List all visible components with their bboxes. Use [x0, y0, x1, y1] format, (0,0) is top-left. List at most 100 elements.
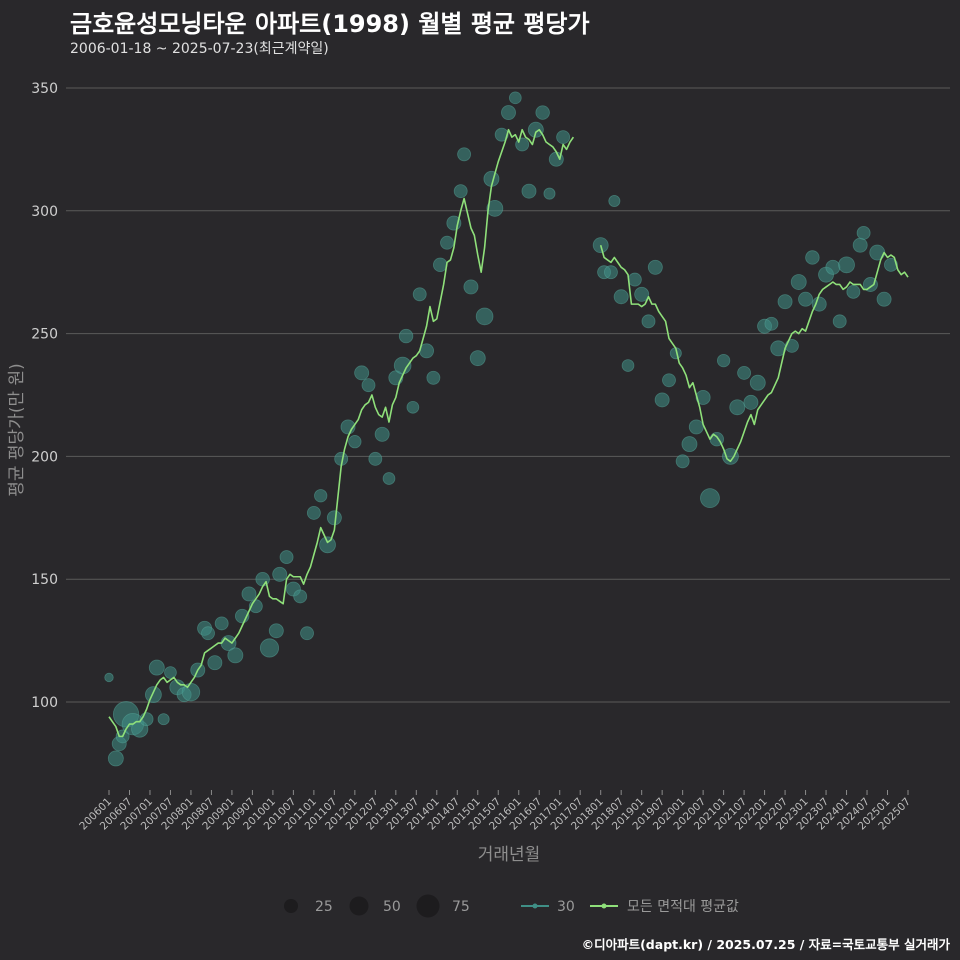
scatter-points [104, 91, 898, 767]
scatter-point [494, 127, 509, 142]
scatter-point [214, 616, 229, 631]
y-axis-label: 평균 평당가(만 원) [7, 363, 27, 497]
scatter-point [453, 184, 468, 199]
scatter-point [463, 279, 479, 295]
scatter-point [856, 225, 871, 240]
scatter-point [241, 586, 257, 602]
legend-average-label: 모든 면적대 평균값 [627, 899, 739, 915]
scatter-point [604, 265, 618, 280]
average-line-segment2 [599, 244, 909, 463]
average-lines [108, 128, 909, 738]
scatter-point [398, 328, 414, 344]
scatter-point [700, 488, 720, 509]
chart-title: 금호윤성모닝타운 아파트(1998) 월별 평균 평당가 [70, 10, 590, 38]
scatter-point [374, 426, 390, 442]
scatter-point [509, 91, 522, 105]
legend: 25 50 75 30 모든 면적대 평균값 [284, 894, 739, 918]
y-tick-label: 100 [31, 695, 58, 711]
scatter-point [556, 130, 571, 145]
scatter-point [790, 274, 807, 290]
scatter-point [426, 370, 441, 385]
scatter-point [457, 147, 472, 162]
scatter-point [164, 666, 177, 679]
scatter-point [354, 365, 370, 381]
scatter-point [268, 623, 284, 639]
y-tick-label: 300 [31, 204, 58, 220]
legend-size-circle [416, 894, 440, 918]
scatter-point [675, 454, 690, 469]
source-caption: ©디아파트(dapt.kr) / 2025.07.25 / 자료=국토교통부 실… [581, 937, 950, 952]
legend-size-circle [349, 896, 369, 916]
scatter-point [722, 448, 739, 465]
scatter-point [613, 289, 629, 305]
y-tick-label: 350 [31, 81, 58, 97]
scatter-point [227, 647, 244, 664]
scatter-point [743, 394, 759, 410]
scatter-point [825, 259, 841, 275]
scatter-point [838, 256, 855, 274]
scatter-point [608, 194, 621, 207]
scatter-point [749, 374, 766, 391]
scatter-point [798, 291, 814, 307]
scatter-point [433, 257, 448, 273]
scatter-point [382, 472, 396, 485]
scatter-point [314, 489, 328, 503]
scatter-point [319, 536, 336, 554]
scatter-point [681, 436, 698, 453]
scatter-point [440, 235, 454, 250]
scatter-point [521, 183, 537, 199]
scatter-point [627, 272, 642, 287]
scatter-point [527, 121, 544, 138]
scatter-point [486, 199, 504, 217]
average-line-segment1 [108, 128, 575, 738]
y-tick-label: 200 [31, 449, 58, 465]
scatter-point [777, 294, 793, 310]
scatter-point [634, 286, 650, 302]
y-axis: 100 150 200 250 300 350 [31, 81, 58, 711]
scatter-point [647, 259, 663, 275]
scatter-point [784, 338, 799, 353]
scatter-point [543, 187, 556, 200]
scatter-point [348, 435, 362, 449]
legend-size-label: 25 [315, 899, 333, 915]
scatter-point [157, 713, 170, 726]
scatter-point [406, 400, 420, 414]
y-tick-label: 150 [31, 572, 58, 588]
scatter-point [107, 750, 124, 767]
legend-average-point [601, 903, 607, 909]
legend-size-label: 50 [383, 899, 401, 915]
scatter-point [207, 655, 223, 671]
scatter-point [846, 284, 861, 299]
scatter-point [259, 638, 280, 658]
scatter-point [361, 378, 376, 393]
scatter-point [535, 105, 550, 120]
scatter-point [862, 277, 878, 292]
scatter-point [811, 296, 827, 312]
scatter-point [716, 353, 731, 368]
scatter-point [852, 237, 868, 253]
scatter-point [869, 244, 886, 261]
scatter-point [104, 672, 114, 683]
scatter-point [306, 505, 321, 520]
scatter-point [737, 365, 752, 380]
scatter-point [293, 589, 308, 604]
scatter-point [300, 626, 314, 641]
scatter-point [272, 566, 288, 582]
scatter-point [641, 314, 656, 329]
scatter-point [469, 350, 486, 367]
legend-series-point [532, 903, 538, 909]
scatter-point [201, 626, 215, 641]
grid-lines [66, 87, 950, 703]
scatter-point [501, 105, 516, 121]
y-tick-label: 250 [31, 327, 58, 343]
scatter-point [876, 291, 892, 307]
scatter-point [764, 316, 779, 331]
scatter-point [662, 373, 676, 388]
scatter-point [621, 359, 635, 372]
legend-size-label: 75 [452, 899, 470, 915]
scatter-point [695, 389, 711, 405]
scatter-point [144, 686, 162, 704]
scatter-point [368, 451, 383, 466]
scatter-point [729, 399, 746, 416]
